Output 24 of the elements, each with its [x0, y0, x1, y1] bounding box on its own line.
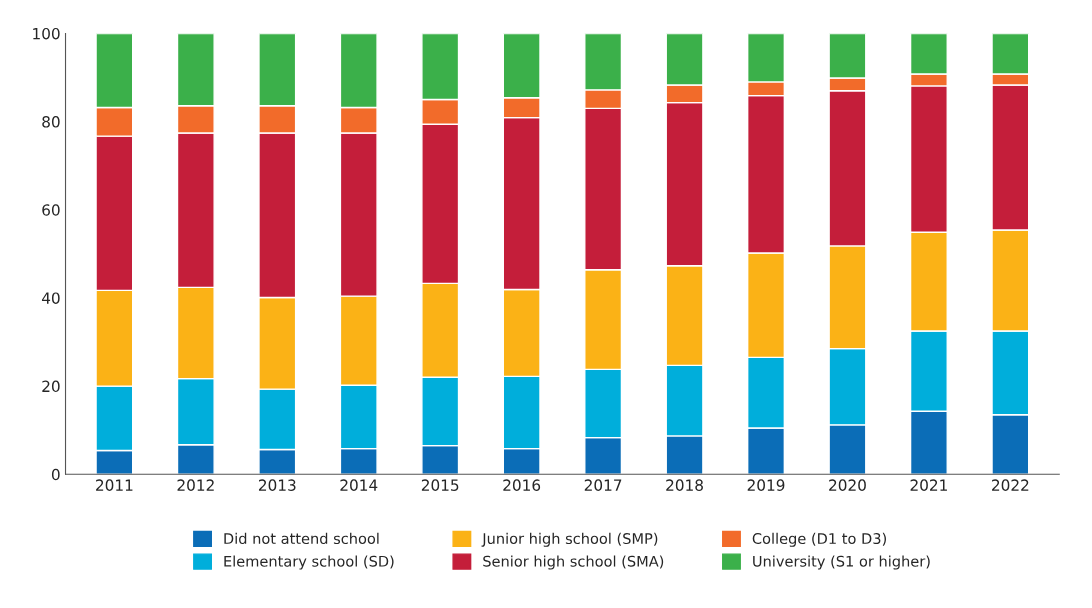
x-tick-label: 2012 [177, 479, 214, 491]
y-tick-label: 0 [51, 468, 60, 481]
legend-label: Did not attend school [224, 532, 379, 545]
x-tick-label: 2017 [584, 479, 622, 491]
x-tick-label: 2018 [666, 479, 703, 491]
x-tick-label: 2015 [421, 479, 459, 491]
x-tick-label: 2022 [992, 479, 1029, 491]
x-tick-label: 2011 [96, 479, 133, 491]
legend-label: College (D1 to D3) [752, 532, 886, 547]
x-tick-label: 2014 [340, 479, 378, 491]
legend-label: University (S1 or higher) [753, 555, 930, 570]
legend-label: Elementary school (SD) [224, 555, 394, 570]
x-tick-label: 2019 [747, 479, 785, 491]
y-tick-label: 60 [42, 204, 60, 216]
x-tick-label: 2016 [503, 479, 541, 491]
x-tick-label: 2020 [829, 479, 866, 491]
y-tick-label: 40 [41, 292, 60, 304]
x-tick-label: 2021 [910, 479, 947, 491]
legend-label: Senior high school (SMA) [483, 555, 664, 570]
y-tick-label: 100 [33, 27, 60, 40]
x-tick-label: 2013 [258, 479, 296, 491]
y-tick-label: 20 [42, 380, 60, 393]
legend-label: Junior high school (SMP) [481, 532, 658, 547]
y-tick-label: 80 [42, 116, 60, 128]
